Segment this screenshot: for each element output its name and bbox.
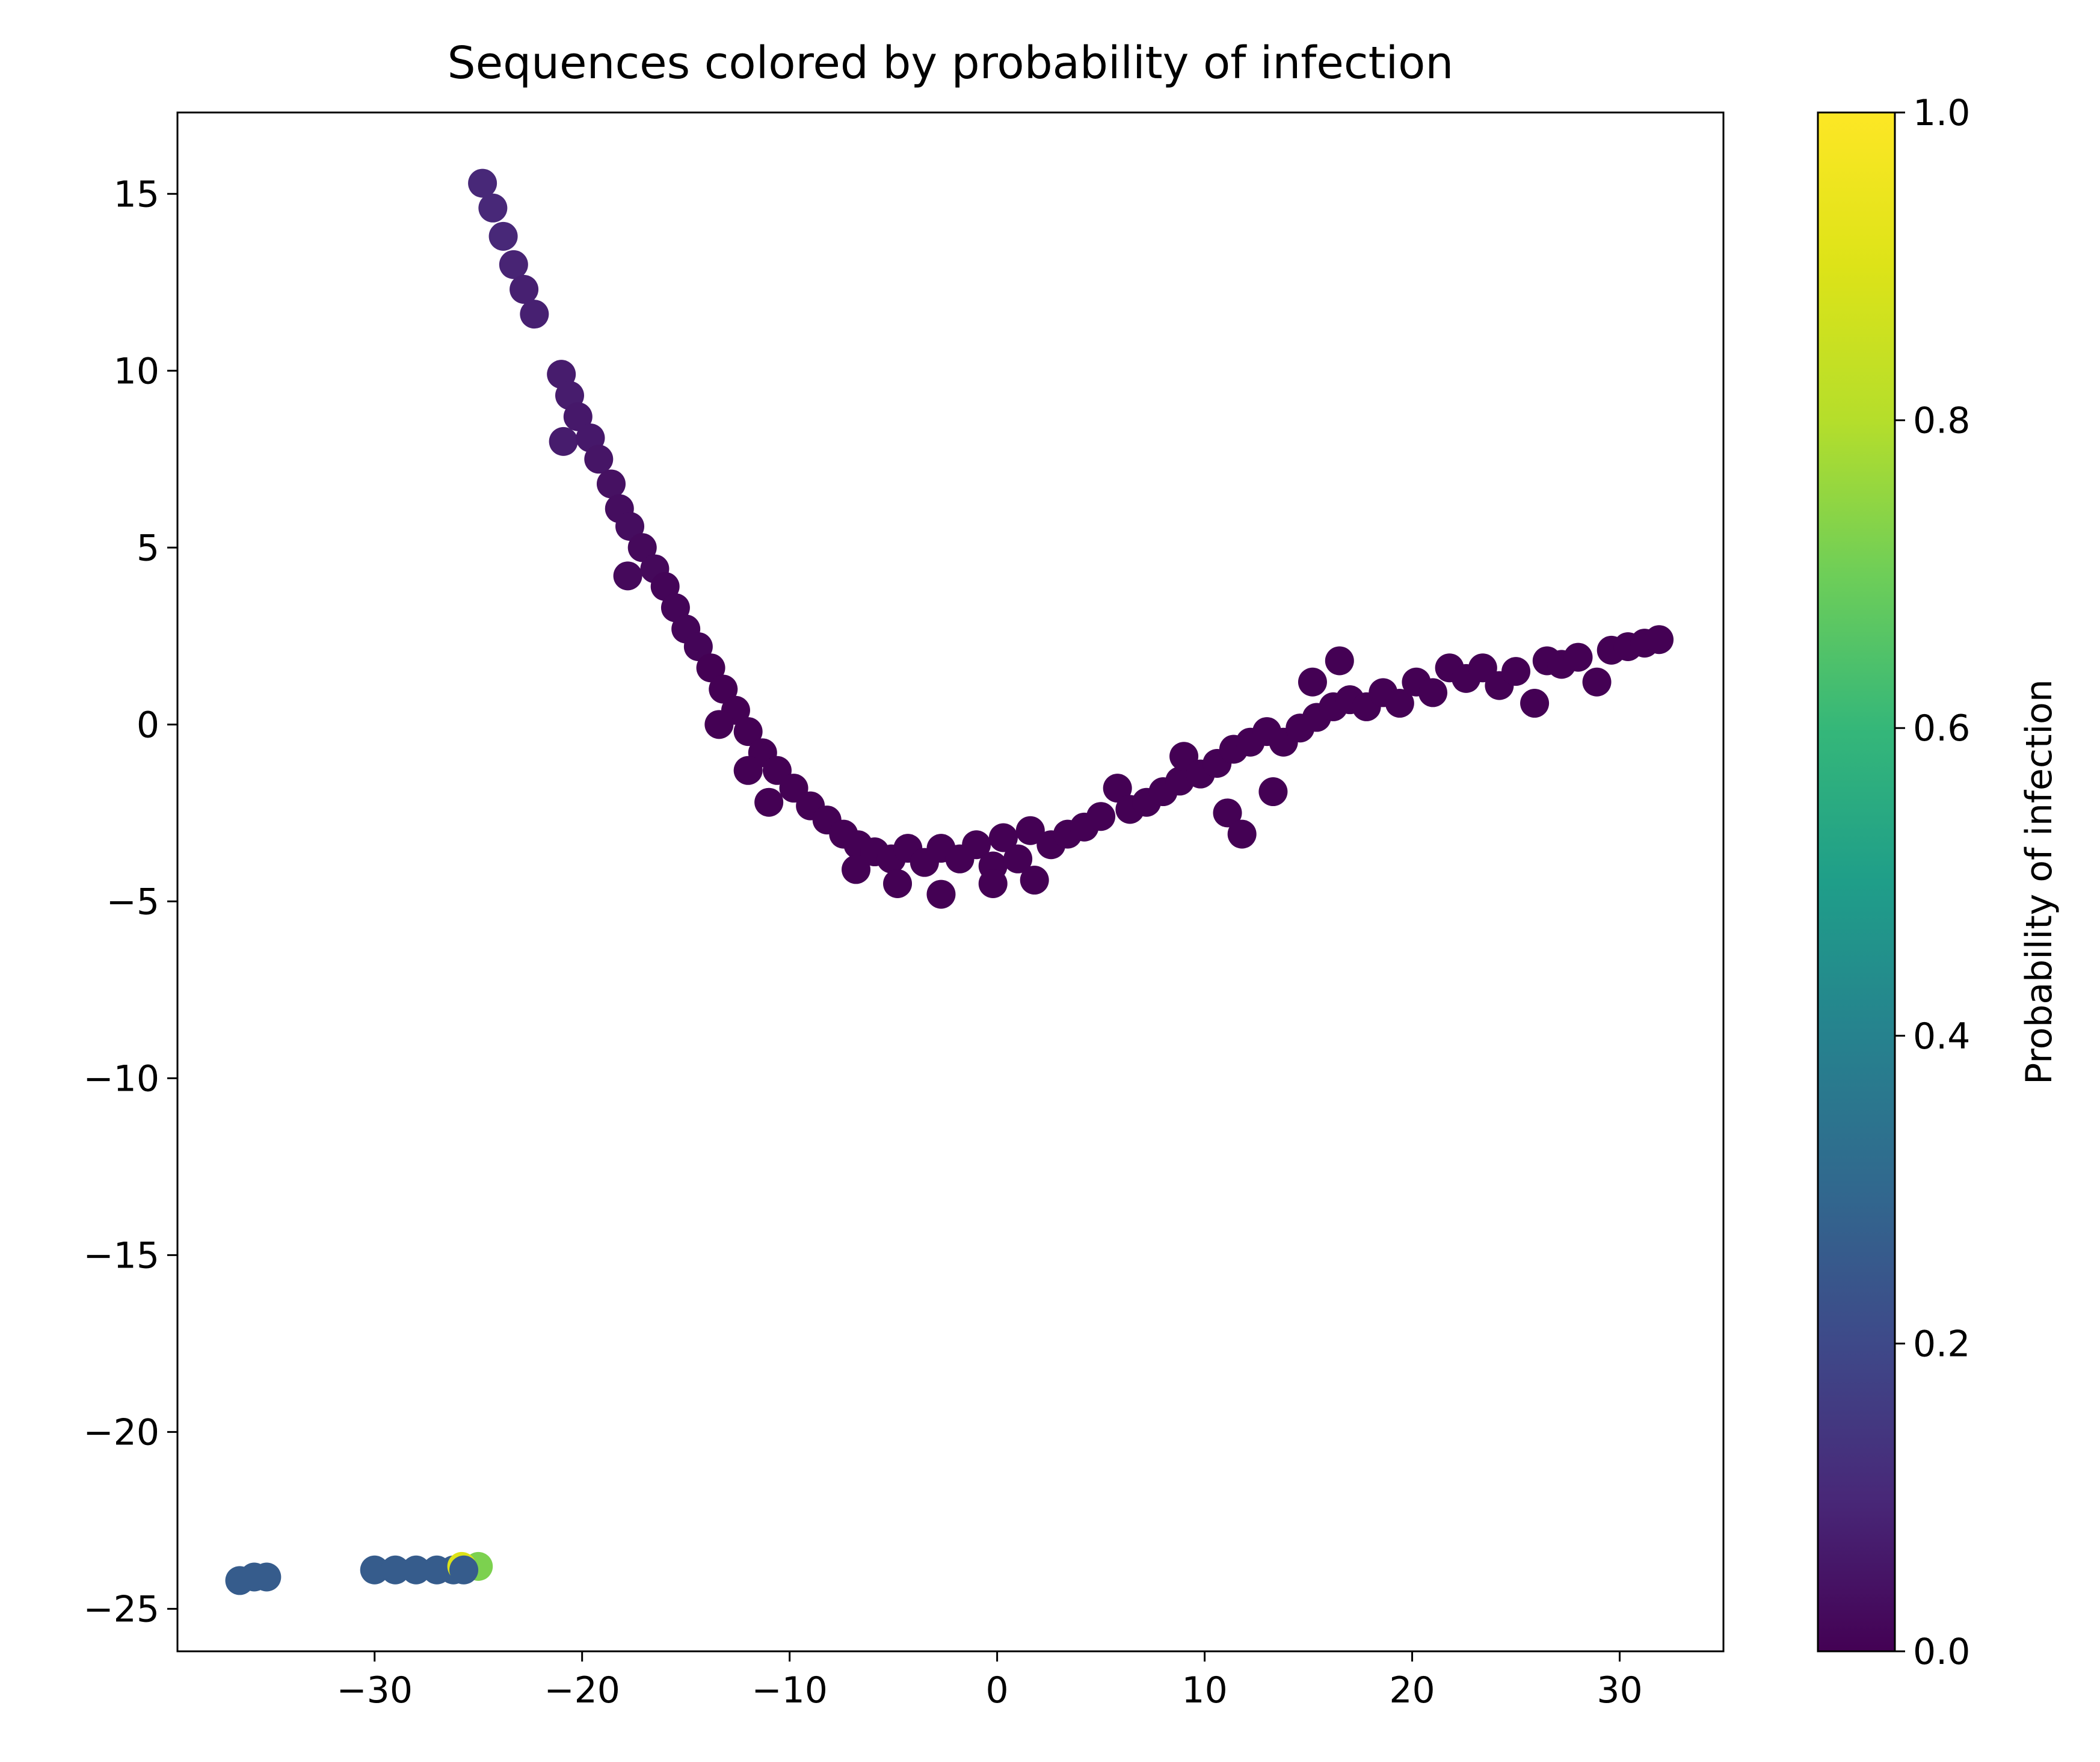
data-point [1385,689,1414,718]
data-point [549,427,578,456]
data-point [615,512,645,541]
plot-frame [176,111,1725,1653]
data-point [478,193,508,223]
data-point [1103,774,1132,803]
colorbar-tick-label: 0.6 [1913,707,1970,750]
colorbar-tick-label: 0.4 [1913,1015,1970,1058]
data-point [1298,667,1327,697]
y-tick-label: −20 [83,1411,159,1453]
colorbar-axis: 0.0 0.2 0.4 0.6 0.8 1.0 [1895,92,1970,1673]
data-point [1003,844,1033,873]
data-point [1563,642,1593,672]
data-point [978,869,1008,898]
data-point [696,653,725,683]
data-point [704,710,734,739]
data-point [252,1562,282,1592]
colorbar [1817,111,1896,1653]
colorbar-label: Probability of infection [2018,679,2060,1085]
data-point [1418,678,1448,707]
data-point [401,1555,431,1585]
data-point [926,879,956,909]
x-tick-label: −20 [544,1669,620,1711]
x-tick-label: −30 [336,1669,413,1711]
data-point [360,1555,389,1585]
data-point [1520,689,1550,718]
colorbar-tick-label: 0.2 [1913,1323,1970,1365]
y-tick-label: 10 [114,350,159,392]
data-point [842,855,871,884]
x-tick-label: 20 [1389,1669,1435,1711]
x-tick-label: 10 [1181,1669,1227,1711]
data-point [988,823,1018,852]
data-point [1213,798,1242,828]
data-point [596,469,626,499]
data-point [1020,866,1049,895]
x-tick-label: 30 [1597,1669,1642,1711]
y-tick-label: −15 [83,1234,159,1277]
points-layer [225,168,1674,1595]
data-point [962,830,991,860]
x-tick-label: 0 [986,1669,1009,1711]
data-point [1645,625,1674,655]
data-point [1325,646,1354,676]
data-point [754,787,784,817]
colorbar-tick-label: 0.8 [1913,400,1970,442]
y-tick-label: 5 [137,527,159,569]
chart-title: Sequences colored by probability of infe… [448,37,1454,89]
data-point [1086,802,1116,831]
y-axis: 15 10 5 0 −5 −10 −15 −20 −25 [83,173,177,1630]
data-point [627,533,657,562]
data-point [733,756,763,785]
data-point [1015,816,1045,845]
colorbar-tick-label: 1.0 [1913,92,1970,134]
data-point [1258,777,1288,807]
data-point [381,1555,410,1585]
data-point [449,1555,479,1585]
data-point [468,168,497,198]
y-tick-label: −5 [106,881,159,923]
data-point [1501,657,1531,686]
y-tick-label: −25 [83,1588,159,1630]
data-point [510,275,539,304]
data-point [733,717,763,747]
y-tick-label: −10 [83,1058,159,1100]
data-point [709,674,738,704]
data-point [499,250,528,279]
data-point [1227,819,1257,849]
y-tick-label: 0 [137,704,159,746]
x-axis: −30 −20 −10 0 10 20 30 [336,1651,1643,1711]
data-point [563,402,593,431]
data-point [488,221,518,251]
data-point [584,445,614,474]
y-tick-label: 15 [114,173,159,215]
colorbar-tick-label: 0.0 [1913,1631,1970,1673]
data-point [683,632,713,661]
x-tick-label: −10 [751,1669,828,1711]
data-point [613,561,642,591]
data-point [883,869,913,898]
data-point [520,300,549,329]
data-point [1582,667,1612,697]
